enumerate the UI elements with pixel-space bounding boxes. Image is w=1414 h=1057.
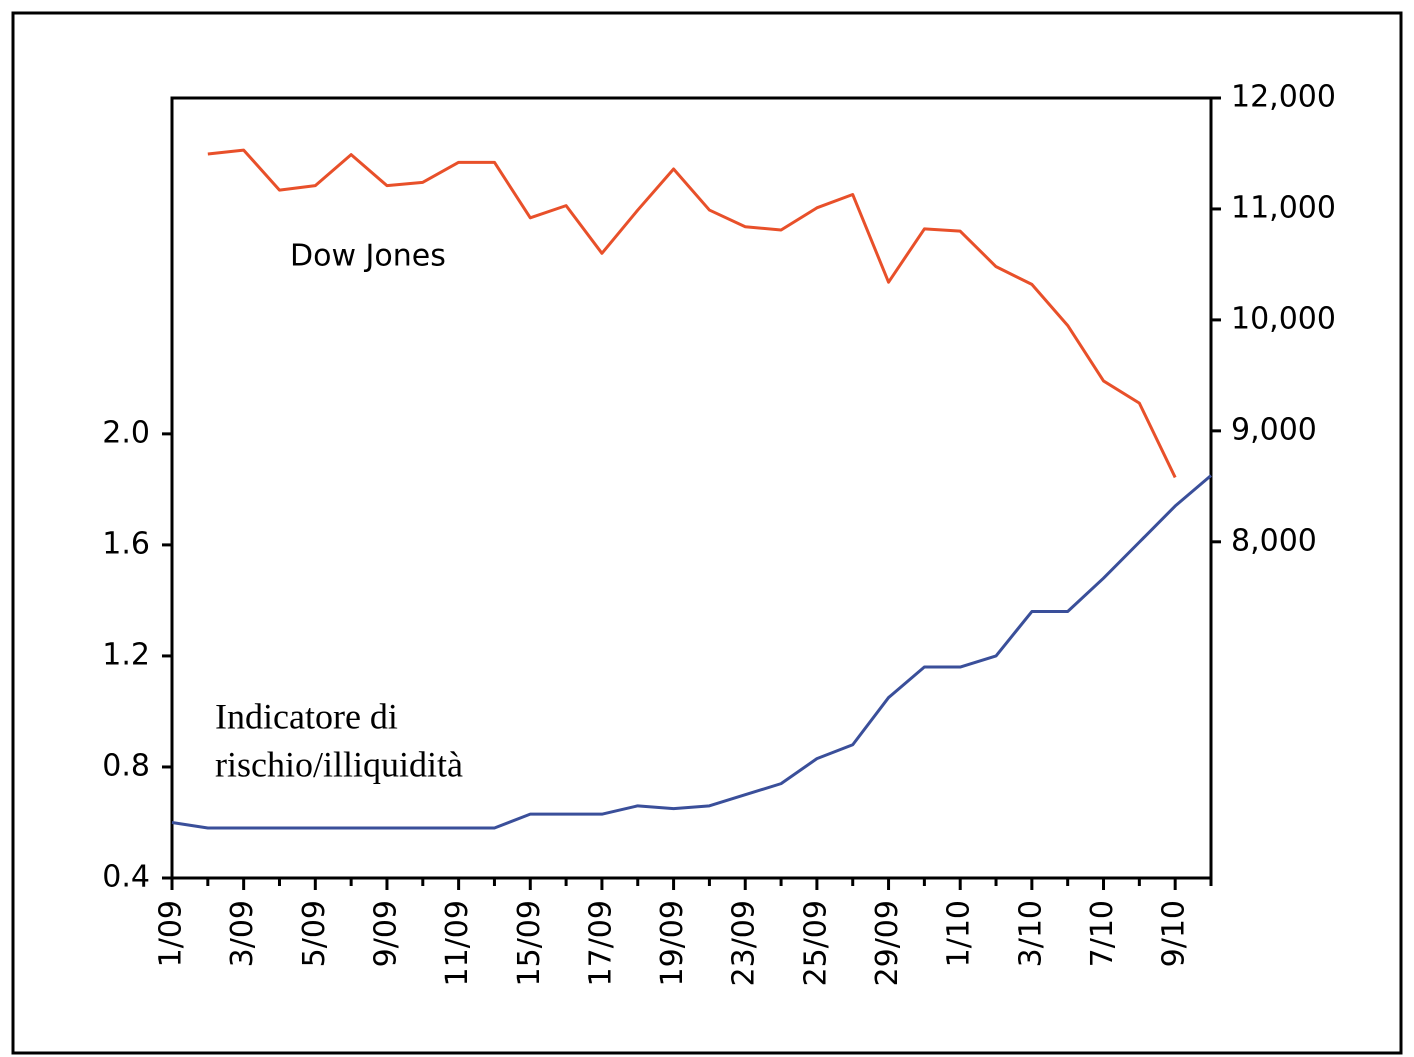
y-tick-label: 1.2 [102,637,150,672]
x-tick-label: 25/09 [798,900,833,986]
x-tick-label: 9/10 [1157,900,1192,967]
x-tick-label: 23/09 [727,900,762,986]
annotation: Dow Jones [290,239,446,274]
x-tick-label: 1/10 [942,900,977,967]
x-tick-label: 7/10 [1085,900,1120,967]
annotation: Indicatore di [215,696,398,736]
x-tick-label: 15/09 [512,900,547,986]
x-tick-label: 17/09 [583,900,618,986]
y2-tick-label: 10,000 [1231,301,1336,336]
series-line [207,148,1177,479]
y2-tick-label: 8,000 [1231,523,1317,558]
outer-frame [11,11,1403,1055]
y-tick-label: 0.8 [102,748,150,783]
y-tick-label: 2.0 [102,415,150,450]
x-tick-label: 1/09 [154,900,189,967]
x-tick-label: 9/09 [368,900,403,967]
y2-tick-label: 11,000 [1231,190,1336,225]
series-line [171,474,1212,830]
x-tick-label: 3/10 [1013,900,1048,967]
y-tick-label: 0.4 [102,860,150,895]
x-tick-label: 5/09 [297,900,332,967]
x-tick-label: 19/09 [655,900,690,986]
y-tick-label: 1.6 [102,526,150,561]
x-tick-label: 11/09 [440,900,475,986]
y2-tick-label: 9,000 [1231,412,1317,447]
x-tick-label: 29/09 [870,900,905,986]
plot-frame [170,96,1213,880]
x-tick-label: 3/09 [225,900,260,967]
annotation: rischio/illiquidità [215,744,463,784]
y2-tick-label: 12,000 [1231,80,1336,115]
